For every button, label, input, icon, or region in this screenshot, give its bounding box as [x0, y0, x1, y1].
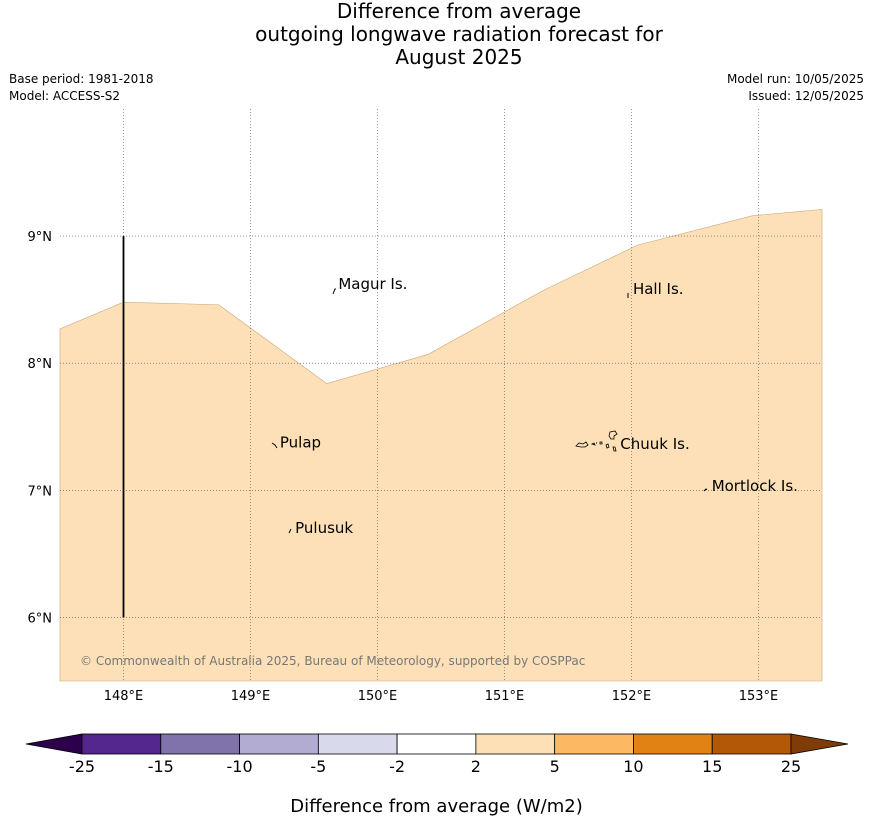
place-label: Mortlock Is. [712, 477, 798, 495]
lon-tick-label: 153°E [739, 689, 779, 704]
colorbar-bin [317, 733, 398, 755]
place-label: Chuuk Is. [620, 435, 689, 453]
colorbar-tick-label: -15 [148, 757, 174, 776]
colorbar-tick-label: 2 [471, 757, 481, 776]
chuuk-islet-2 [608, 430, 618, 440]
map-title: Difference from average outgoing longwav… [0, 0, 873, 69]
colorbar-label: Difference from average (W/m2) [290, 796, 583, 817]
lat-tick-label: 7°N [28, 484, 53, 499]
colorbar-extend-low [25, 733, 83, 755]
island-outlines [271, 288, 708, 534]
colorbar-bin [711, 733, 792, 755]
colorbar-bin [81, 733, 162, 755]
colorbar-bin [396, 733, 477, 755]
lon-tick-label: 150°E [358, 689, 398, 704]
magur-islet [332, 288, 336, 295]
graticule [60, 109, 822, 681]
copyright-notice: © Commonwealth of Australia 2025, Bureau… [80, 654, 585, 668]
colorbar-bin [160, 733, 240, 755]
mortlock-islet [703, 488, 708, 492]
place-label: Hall Is. [633, 280, 684, 298]
place-label: Magur Is. [338, 275, 407, 293]
lat-tick-label: 6°N [28, 611, 53, 626]
pulap-islet [271, 442, 278, 449]
anomaly-region [59, 209, 823, 682]
chuuk-islet-1 [575, 441, 589, 448]
model-run-date: Model run: 10/05/2025 [726, 72, 864, 86]
lon-tick-label: 152°E [612, 689, 652, 704]
colorbar-bin [239, 733, 319, 755]
colorbar-bin [633, 733, 713, 755]
issued-date: Issued: 12/05/2025 [748, 89, 864, 103]
place-label: Pulusuk [295, 519, 353, 537]
colorbar-tick-label: 5 [550, 757, 560, 776]
colorbar-extend-high [790, 733, 849, 755]
title-line-3: August 2025 [395, 45, 523, 69]
base-period: Base period: 1981-2018 [9, 72, 154, 86]
colorbar-tick-label: -25 [69, 757, 95, 776]
place-label: Pulap [280, 434, 321, 452]
lat-tick-label: 9°N [28, 230, 53, 245]
axis-ticks: 148°E 149°E 150°E 151°E 152°E 153°E 9°N 8°N 7°N 6… [28, 230, 779, 704]
lon-tick-label: 151°E [485, 689, 525, 704]
place-labels: Magur Is. Hall Is. Pulap Chuuk Is. Mortlock … [280, 275, 798, 537]
colorbar-bin [554, 733, 634, 755]
colorbar-tick-label: -5 [310, 757, 326, 776]
chuuk-islet-6 [612, 446, 617, 452]
lat-tick-label: 8°N [28, 357, 53, 372]
colorbar-tick-label: 10 [623, 757, 643, 776]
model-info: Base period: 1981-2018 Model: ACCESS-S2 [9, 71, 154, 105]
colorbar-bin [475, 733, 556, 755]
lon-tick-label: 149°E [231, 689, 271, 704]
colorbar-tick-label: -2 [389, 757, 405, 776]
run-info: Model run: 10/05/2025 Issued: 12/05/2025 [727, 71, 864, 105]
model-name: Model: ACCESS-S2 [9, 89, 121, 103]
title-line-2: outgoing longwave radiation forecast for [255, 22, 663, 46]
chuuk-islet-4 [599, 441, 603, 445]
colorbar-tick-label: 25 [781, 757, 801, 776]
chuuk-islet-3 [590, 442, 596, 446]
pulusuk-islet [288, 528, 292, 534]
colorbar-tick-label: -10 [226, 757, 252, 776]
chuuk-islet-5 [605, 443, 610, 449]
colorbar-tick-label: 15 [702, 757, 722, 776]
colorbar: -25 -15 -10 -5 -2 2 5 10 15 25 [25, 733, 849, 776]
lon-tick-label: 148°E [104, 689, 144, 704]
title-line-1: Difference from average [336, 0, 582, 23]
